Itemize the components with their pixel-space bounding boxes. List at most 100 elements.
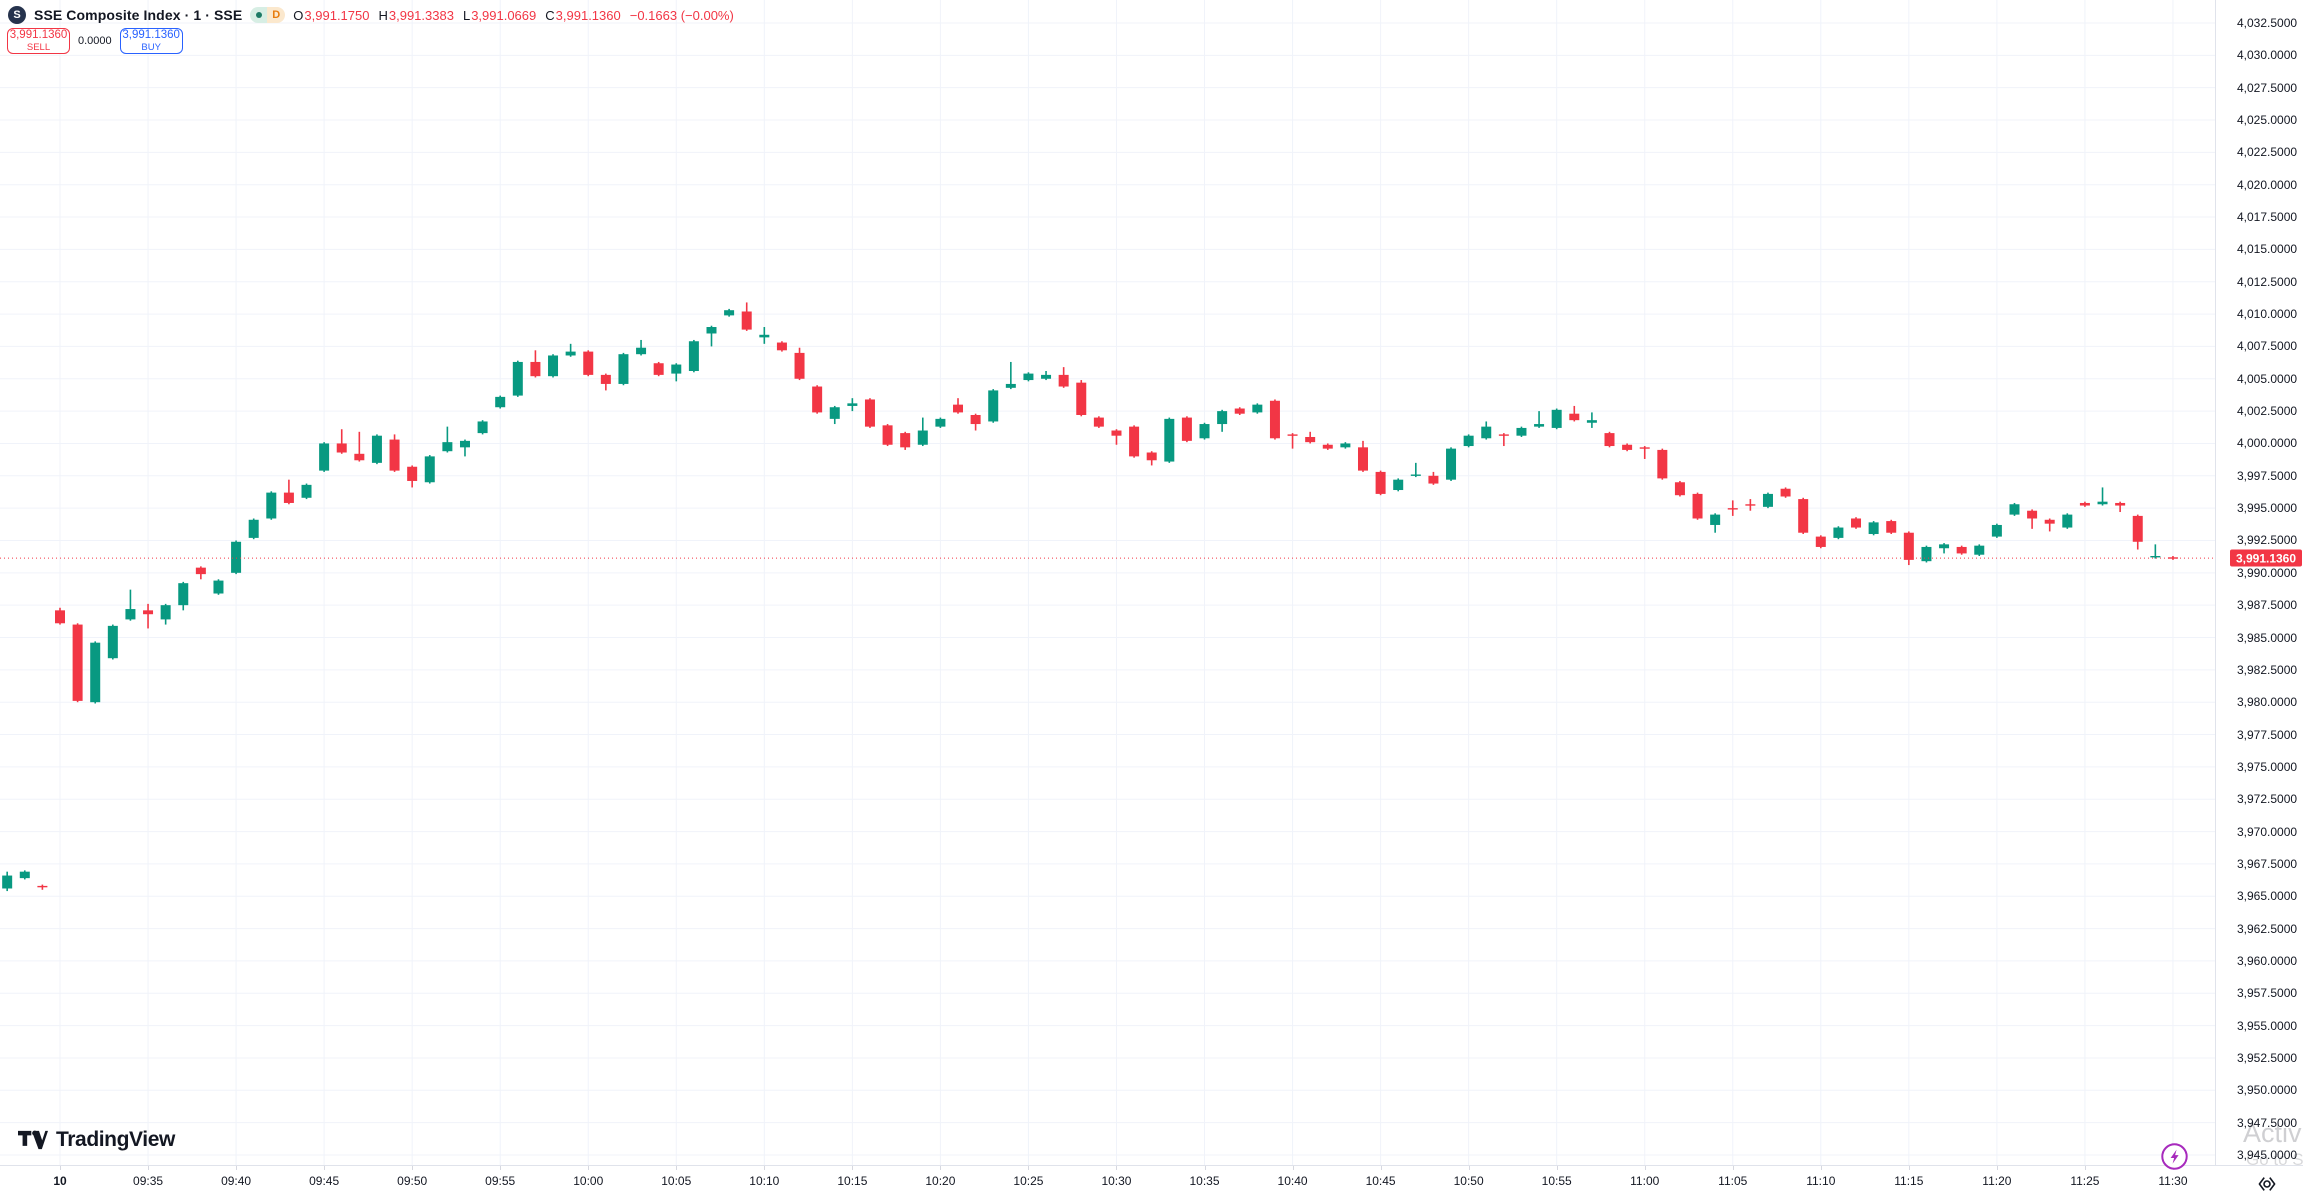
axis-settings-button[interactable]	[2256, 1173, 2278, 1195]
candle	[1357, 440, 1368, 472]
candle	[970, 413, 981, 431]
time-axis[interactable]: 10 09:35 09:40 09:45 09:50 09:55 10:00 10:05 10:…	[0, 1165, 2303, 1199]
lightning-icon	[2161, 1143, 2188, 1170]
candle	[653, 361, 664, 377]
candle	[1569, 405, 1580, 422]
symbol-title[interactable]: SSE Composite Index · 1 · SSE	[34, 7, 243, 23]
instant-trading-button[interactable]	[2159, 1141, 2190, 1172]
time-axis-label: 10	[53, 1174, 67, 1188]
buy-label: BUY	[141, 41, 161, 53]
exchange-logo: S	[8, 6, 26, 24]
candle	[1974, 544, 1985, 557]
candle	[988, 389, 999, 423]
candle	[55, 607, 65, 625]
candle	[107, 624, 118, 660]
candle	[495, 395, 506, 409]
time-axis-tick	[1996, 1166, 1998, 1170]
time-axis-tick	[1380, 1166, 1382, 1170]
low-label: L	[462, 7, 471, 23]
candle	[706, 325, 717, 347]
candle	[1393, 478, 1404, 492]
time-axis-tick	[1292, 1166, 1294, 1170]
price-axis-label: 3,987.5000	[2237, 598, 2298, 613]
price-axis-label: 3,960.0000	[2237, 953, 2298, 968]
price-axis-label: 3,990.0000	[2237, 565, 2298, 580]
time-axis-label: 09:35	[133, 1174, 164, 1188]
candle	[1181, 416, 1192, 443]
candle	[1093, 416, 1104, 428]
chart-legend: S SSE Composite Index · 1 · SSE D O 3,991…	[8, 5, 734, 25]
candle	[1410, 462, 1421, 478]
time-axis-label: 10:20	[925, 1174, 956, 1188]
ohlc-values: O 3,991.1750 H 3,991.3383 L 3,991.0669 C 3,9…	[293, 8, 734, 23]
sell-button[interactable]: 3,991.1360 SELL	[7, 28, 70, 54]
time-axis-tick	[1644, 1166, 1646, 1170]
candle	[319, 442, 330, 472]
time-axis-tick	[412, 1166, 414, 1170]
price-axis-label: 4,000.0000	[2237, 436, 2298, 451]
candle	[1340, 442, 1351, 449]
time-axis-label: 10:55	[1541, 1174, 1572, 1188]
candle	[1868, 521, 1879, 536]
price-axis-label: 3,972.5000	[2237, 792, 2298, 807]
candle	[2009, 502, 2020, 516]
candle	[442, 426, 453, 453]
time-axis-tick	[1468, 1166, 1470, 1170]
candlestick-chart[interactable]	[0, 0, 2215, 1165]
candle	[724, 308, 735, 317]
candle	[213, 579, 224, 595]
candle	[1217, 409, 1228, 432]
candle	[248, 518, 259, 540]
candle	[1305, 431, 1316, 444]
time-axis-tick	[1116, 1166, 1118, 1170]
price-axis-label: 3,947.5000	[2237, 1115, 2298, 1130]
price-axis[interactable]: 3,991.1360 4,032.5000 4,030.0000 4,027.500…	[2215, 0, 2303, 1165]
candle	[1322, 443, 1333, 450]
buy-button[interactable]: 3,991.1360 BUY	[119, 28, 183, 54]
tradingview-logo[interactable]: TradingView	[18, 1128, 175, 1152]
buy-sell-widget: 3,991.1360 SELL 0.0000 3,991.1360 BUY	[7, 28, 183, 54]
time-axis-label: 10:00	[573, 1174, 604, 1188]
candle	[1129, 425, 1140, 458]
price-axis-label: 3,980.0000	[2237, 695, 2298, 710]
candle	[688, 339, 699, 373]
change-value: −0.1663 (−0.00%)	[629, 7, 734, 23]
current-price-tag: 3,991.1360	[2230, 549, 2302, 567]
price-axis-label: 4,015.0000	[2237, 242, 2298, 257]
time-axis-label: 11:05	[1718, 1174, 1748, 1188]
candle	[1921, 545, 1932, 563]
price-axis-label: 3,985.0000	[2237, 630, 2298, 645]
candle	[1516, 426, 1527, 437]
price-axis-label: 3,992.5000	[2237, 533, 2298, 548]
market-status-interval-badge[interactable]: D	[250, 7, 286, 23]
candle	[1481, 421, 1492, 440]
time-axis-label: 10:40	[1277, 1174, 1308, 1188]
price-axis-label: 4,010.0000	[2237, 307, 2298, 322]
candle	[1956, 545, 1967, 555]
time-axis-label: 10:50	[1453, 1174, 1484, 1188]
candle	[2062, 513, 2073, 529]
candle	[1639, 446, 1650, 459]
candle	[1534, 411, 1545, 428]
candle	[741, 302, 752, 331]
candle	[1199, 422, 1210, 440]
candle	[776, 341, 787, 352]
time-axis-label: 09:40	[221, 1174, 252, 1188]
time-axis-label: 10:30	[1101, 1174, 1132, 1188]
time-axis-label: 09:50	[397, 1174, 428, 1188]
time-axis-tick	[148, 1166, 150, 1170]
interval-badge: D	[267, 7, 286, 23]
candle	[1287, 433, 1298, 449]
os-watermark-line2: Go to S	[2246, 1150, 2303, 1169]
gridlines	[0, 0, 2215, 1165]
price-axis-label: 4,012.5000	[2237, 274, 2298, 289]
candle	[301, 483, 312, 500]
time-axis-tick	[1732, 1166, 1734, 1170]
candle	[900, 431, 911, 450]
time-axis-label: 10:15	[837, 1174, 868, 1188]
candle	[125, 589, 136, 621]
candle	[565, 343, 576, 357]
candle	[2079, 501, 2090, 507]
price-axis-label: 4,025.0000	[2237, 113, 2298, 128]
candle	[1657, 448, 1668, 480]
